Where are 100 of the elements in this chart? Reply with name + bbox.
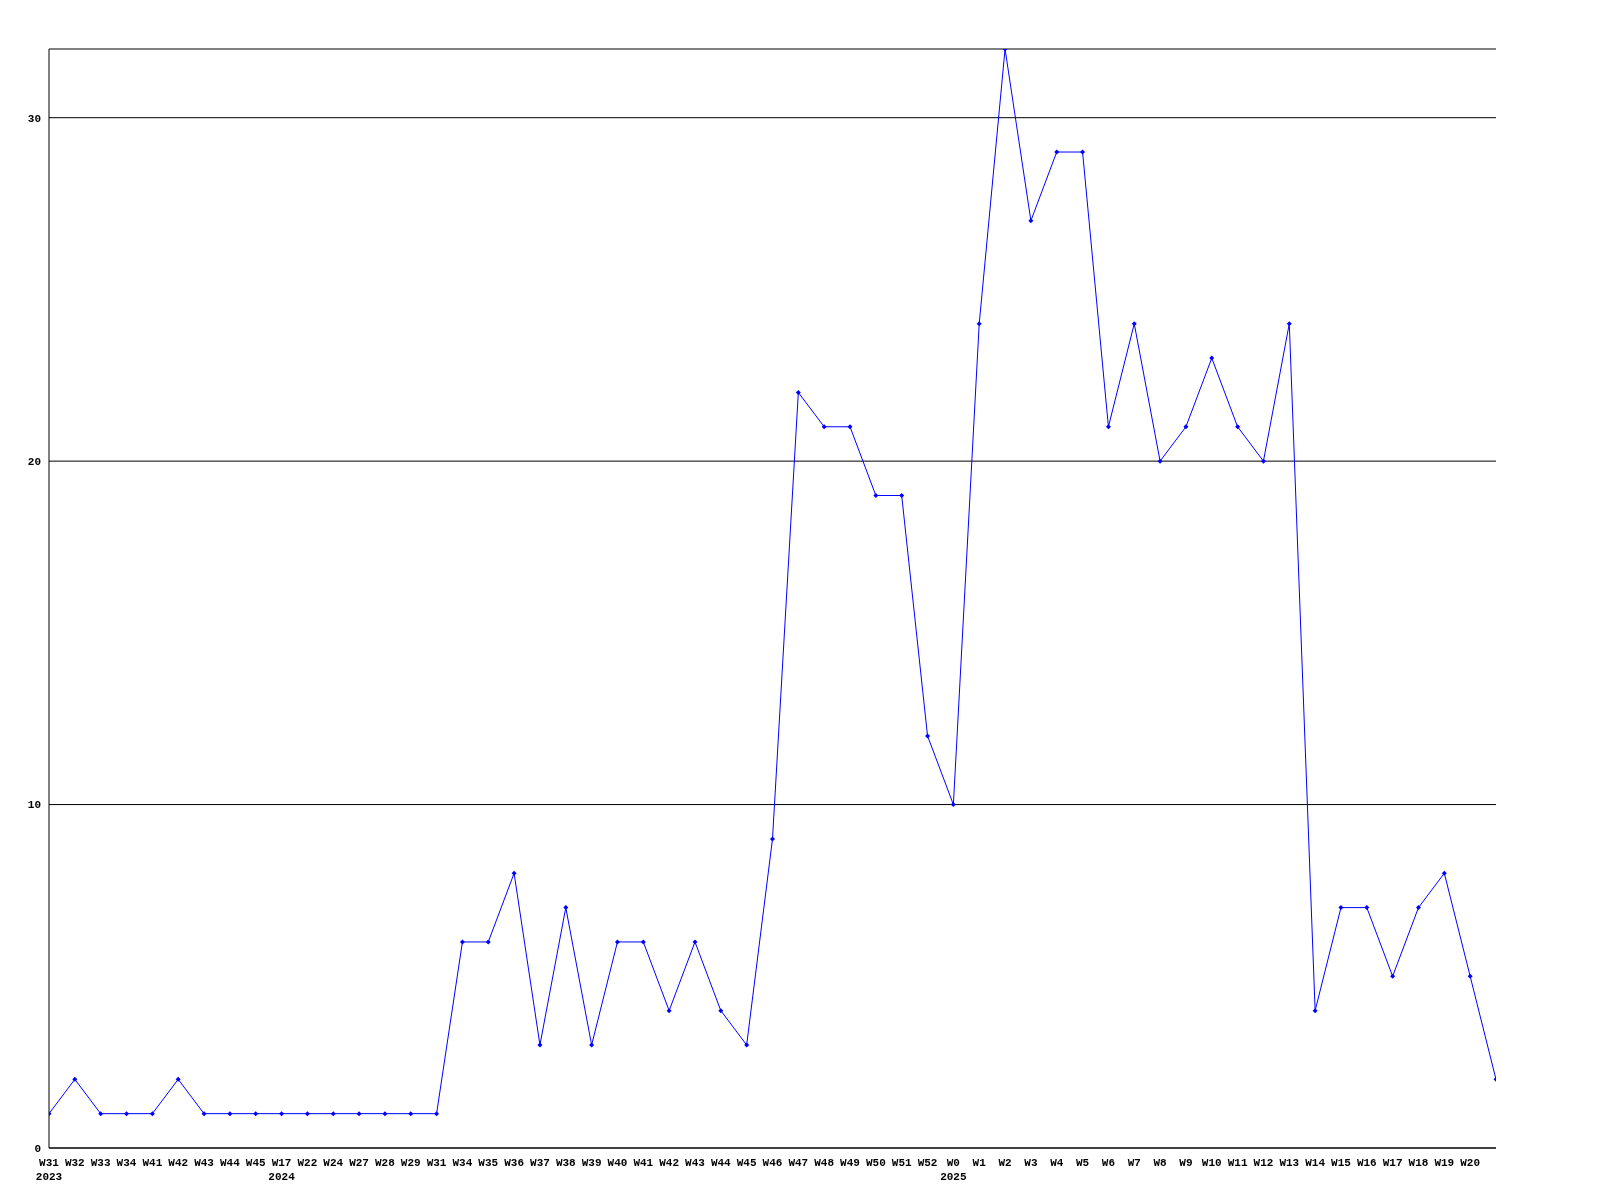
point — [459, 939, 465, 945]
x-tick-label: W27 — [349, 1157, 369, 1169]
x-tick-label: W8 — [1153, 1157, 1168, 1169]
point — [589, 1042, 595, 1048]
x-tick-label: W48 — [814, 1157, 835, 1169]
point — [227, 1111, 233, 1117]
y-tick-label: 20 — [27, 456, 41, 469]
point — [330, 1111, 336, 1117]
x-tick-label: W38 — [555, 1157, 577, 1169]
point — [1286, 321, 1292, 327]
point — [666, 1008, 672, 1014]
x-tick-label: W1 — [972, 1157, 987, 1169]
y-tick-label: 10 — [27, 799, 41, 812]
point — [821, 424, 827, 430]
point — [382, 1111, 388, 1117]
point — [1131, 321, 1137, 327]
x-tick-label: W35 — [478, 1157, 499, 1169]
point — [279, 1111, 285, 1117]
point — [1209, 355, 1215, 361]
point — [408, 1111, 414, 1117]
point — [795, 389, 801, 395]
x-tick-label: W3 — [1024, 1157, 1038, 1169]
point — [1338, 905, 1344, 911]
point — [614, 939, 620, 945]
point — [72, 1076, 78, 1082]
x-tick-label: W43 — [685, 1157, 706, 1169]
x-tick-label: W7 — [1127, 1157, 1141, 1169]
point — [1415, 905, 1421, 911]
x-tick-label: W20 — [1460, 1157, 1481, 1169]
x-tick-label: W18 — [1408, 1157, 1429, 1169]
x-tick-label: W47 — [788, 1157, 809, 1169]
x-tick-label: W2 — [998, 1157, 1012, 1169]
x-tick-label: W12 — [1253, 1157, 1274, 1169]
point — [899, 492, 905, 498]
x-tick-label: W39 — [581, 1157, 602, 1169]
point — [1312, 1008, 1318, 1014]
point — [1028, 218, 1034, 224]
point — [1157, 458, 1163, 464]
point — [1390, 973, 1396, 979]
point — [692, 939, 698, 945]
point — [770, 836, 775, 842]
x-tick-label: W41 — [142, 1157, 163, 1169]
point — [175, 1076, 181, 1082]
x-tick-label: W42 — [659, 1157, 680, 1169]
point — [304, 1111, 310, 1117]
x-tick-label: W31 — [426, 1157, 447, 1169]
x-tick-label: W34 — [452, 1157, 473, 1169]
point — [925, 733, 931, 739]
x-tick-label: W28 — [375, 1157, 396, 1169]
point — [1467, 973, 1473, 979]
x-tick-label: W4 — [1050, 1157, 1064, 1169]
point — [950, 802, 956, 808]
x-tick-label: W19 — [1434, 1157, 1455, 1169]
point — [511, 870, 517, 876]
point — [1105, 424, 1111, 430]
x-tick-label: W37 — [530, 1157, 550, 1169]
x-tick-label: W41 — [633, 1157, 654, 1169]
x-tick-label: W49 — [840, 1157, 860, 1169]
x-tick-label: W13 — [1279, 1157, 1300, 1169]
x-tick-label: W43 — [194, 1157, 215, 1169]
point — [434, 1111, 440, 1117]
x-tick-label: W17 — [1382, 1157, 1403, 1169]
x-tick-label: W9 — [1179, 1157, 1193, 1169]
point — [563, 905, 569, 911]
point — [253, 1111, 259, 1117]
x-tick-label: W46 — [762, 1157, 783, 1169]
x-tick-label: W15 — [1331, 1157, 1352, 1169]
point — [1054, 149, 1060, 155]
x-tick-label: W6 — [1101, 1157, 1116, 1169]
x-tick-label: W14 — [1305, 1157, 1326, 1169]
x-tick-label: W11 — [1227, 1157, 1248, 1169]
x-tick-label: W44 — [219, 1157, 241, 1169]
point — [1441, 870, 1447, 876]
point — [1080, 149, 1086, 155]
x-tick-label: W45 — [736, 1157, 757, 1169]
point — [201, 1111, 207, 1117]
x-tick-label: W31 2023 — [35, 1157, 63, 1183]
point — [1235, 424, 1241, 430]
x-tick-label: W42 — [168, 1157, 189, 1169]
point — [744, 1042, 750, 1048]
point — [356, 1111, 362, 1117]
point — [124, 1111, 130, 1117]
x-tick-label: W32 — [64, 1157, 85, 1169]
point — [873, 492, 879, 498]
point — [640, 939, 646, 945]
x-tick-label: W40 — [607, 1157, 628, 1169]
x-tick-label: W36 — [504, 1157, 525, 1169]
y-tick-label: 30 — [27, 112, 41, 125]
x-tick-label: W45 — [245, 1157, 267, 1169]
point — [976, 321, 982, 327]
x-tick-label: W51 — [891, 1157, 912, 1169]
x-tick-label: W5 — [1075, 1157, 1090, 1169]
point — [1183, 424, 1189, 430]
point — [718, 1008, 724, 1014]
point — [1260, 458, 1266, 464]
y-tick-label: 0 — [34, 1142, 41, 1155]
x-tick-label: W52 — [917, 1157, 938, 1169]
x-tick-label: W24 — [323, 1157, 344, 1169]
x-tick-label: W16 — [1356, 1157, 1377, 1169]
x-tick-label: W0 2025 — [940, 1157, 967, 1183]
